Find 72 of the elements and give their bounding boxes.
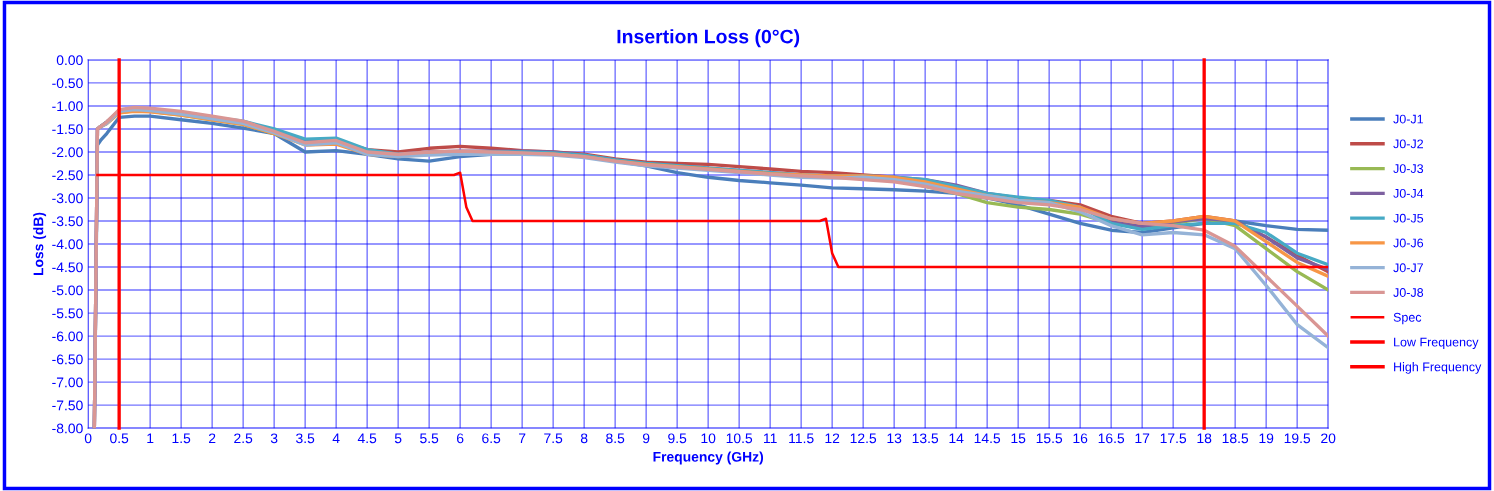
legend-label: High Frequency <box>1394 362 1482 374</box>
x-tick-label: 10.5 <box>726 433 753 444</box>
x-tick-label: 10 <box>701 433 716 444</box>
x-tick-label: 15.5 <box>1036 433 1063 444</box>
y-tick-label: -5.00 <box>52 285 83 296</box>
legend-label: J0-J5 <box>1393 213 1424 223</box>
x-tick-label: 7.5 <box>544 433 563 444</box>
y-tick-label: -3.50 <box>52 216 83 227</box>
x-tick-label: 2 <box>208 433 216 444</box>
x-axis-title: Frequency (GHz) <box>653 451 764 465</box>
x-tick-label: 5 <box>394 433 402 444</box>
x-tick-label: 8 <box>580 433 588 444</box>
x-tick-label: 15 <box>1011 433 1026 444</box>
legend-label: Spec <box>1393 312 1422 325</box>
legend-label: J0-J7 <box>1393 263 1423 273</box>
y-axis-title: Loss (dB) <box>33 212 47 276</box>
y-tick-label: -1.50 <box>52 124 83 135</box>
legend-label: J0-J2 <box>1393 139 1423 149</box>
x-tick-label: 6 <box>457 433 464 444</box>
legend-label: J0-J8 <box>1393 288 1424 297</box>
x-tick-label: 12 <box>825 433 840 444</box>
y-tick-label: -7.00 <box>52 377 83 388</box>
x-tick-label: 18 <box>1197 433 1212 444</box>
x-tick-label: 19 <box>1259 433 1274 444</box>
y-tick-label: -1.00 <box>52 101 83 112</box>
x-tick-label: 11 <box>764 433 777 444</box>
legend-label: J0-J3 <box>1393 164 1424 174</box>
y-tick-label: -2.50 <box>52 170 83 181</box>
x-tick-label: 12.5 <box>850 433 877 444</box>
x-tick-label: 1.5 <box>172 433 191 444</box>
x-tick-label: 0.5 <box>110 433 129 444</box>
y-tick-label: -2.00 <box>52 147 83 158</box>
x-tick-label: 9 <box>642 433 650 444</box>
x-tick-label: 17 <box>1135 433 1150 444</box>
x-tick-label: 8.5 <box>606 433 625 444</box>
y-tick-label: -6.50 <box>52 354 83 365</box>
x-tick-label: 2.5 <box>234 433 253 444</box>
y-tick-label: -5.50 <box>52 308 83 319</box>
legend-label: Low Frequency <box>1394 337 1479 349</box>
x-tick-label: 4 <box>332 433 340 444</box>
y-tick-label: -8.00 <box>52 423 83 434</box>
x-tick-label: 16.5 <box>1098 433 1125 444</box>
x-tick-label: 5.5 <box>420 433 439 444</box>
y-tick-label: -6.00 <box>52 331 83 342</box>
x-tick-label: 13 <box>887 433 902 444</box>
x-tick-label: 4.5 <box>357 433 377 444</box>
x-tick-label: 7 <box>519 433 526 444</box>
y-tick-label: -7.50 <box>52 400 83 411</box>
x-tick-label: 20 <box>1321 433 1336 444</box>
x-tick-label: 14.5 <box>974 433 1001 444</box>
legend-label: J0-J6 <box>1393 238 1424 248</box>
y-tick-label: -4.50 <box>52 262 83 273</box>
x-tick-label: 11.5 <box>789 433 814 444</box>
y-tick-label: 0.00 <box>56 55 83 66</box>
x-tick-label: 14 <box>949 433 964 444</box>
x-tick-label: 13.5 <box>912 433 939 444</box>
x-tick-label: 3 <box>270 433 278 444</box>
x-tick-label: 17.5 <box>1160 433 1187 444</box>
x-tick-label: 6.5 <box>482 433 501 444</box>
x-tick-label: 16 <box>1073 433 1088 444</box>
y-tick-label: -4.00 <box>52 239 83 250</box>
x-tick-label: 9.5 <box>668 433 687 444</box>
x-tick-label: 19.5 <box>1284 433 1311 444</box>
legend-label: J0-J1 <box>1393 114 1424 124</box>
legend-label: J0-J4 <box>1393 188 1424 198</box>
y-tick-label: -3.00 <box>52 193 83 204</box>
chart-title: Insertion Loss (0°C) <box>617 29 800 48</box>
x-tick-label: 3.5 <box>296 433 315 444</box>
x-tick-label: 18.5 <box>1222 433 1249 444</box>
y-tick-label: -0.50 <box>52 78 83 89</box>
x-tick-label: 0 <box>84 433 92 444</box>
x-tick-label: 1 <box>147 433 154 444</box>
